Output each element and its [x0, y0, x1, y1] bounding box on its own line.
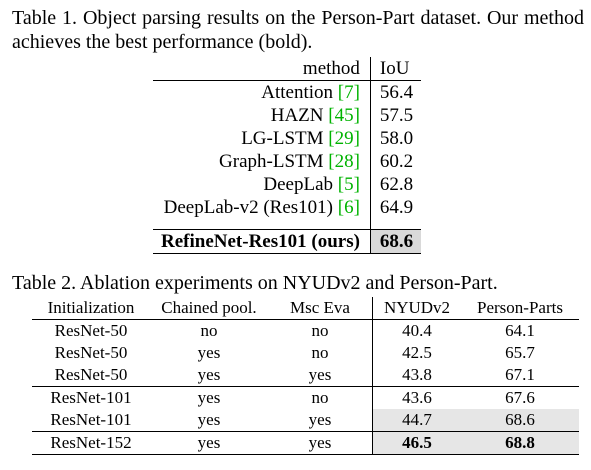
table-row: Attention [7] 56.4: [153, 80, 421, 104]
header-chained-pool: Chained pool.: [150, 297, 268, 320]
table-row: ResNet-101 yes yes 44.7 68.6: [32, 409, 579, 432]
table-row: ResNet-50 yes yes 43.8 67.1: [32, 364, 579, 387]
method-name: DeepLab-v2 (Res101) [6]: [153, 196, 371, 219]
chained-pool-cell: yes: [150, 386, 268, 409]
nyudv2-cell: 44.7: [372, 409, 461, 432]
method-name: HAZN [45]: [153, 104, 371, 127]
person-parts-cell: 67.6: [461, 386, 579, 409]
msc-eva-cell: yes: [268, 431, 373, 455]
table-row: Graph-LSTM [28] 60.2: [153, 150, 421, 173]
person-parts-cell: 68.6: [461, 409, 579, 432]
iou-value: 56.4: [379, 82, 414, 103]
iou-value: 58.0: [379, 128, 414, 149]
init-cell: ResNet-50: [54, 343, 128, 362]
table-row: ResNet-152 yes yes 46.5 68.8: [32, 431, 579, 455]
nyudv2-cell: 43.8: [402, 365, 432, 384]
iou-value: 57.5: [379, 105, 414, 126]
method-label: DeepLab: [263, 174, 334, 195]
header-initialization: Initialization: [32, 297, 150, 320]
chained-pool-cell: yes: [197, 343, 221, 362]
chained-pool-cell: yes: [150, 431, 268, 455]
table-row: ResNet-101 yes no 43.6 67.6: [32, 386, 579, 409]
table-row: LG-LSTM [29] 58.0: [153, 127, 421, 150]
nyudv2-cell: 40.4: [402, 321, 432, 340]
init-cell: ResNet-101: [50, 410, 132, 429]
table1: method IoU Attention [7] 56.4 HAZN [45] …: [153, 57, 422, 254]
citation-link[interactable]: [7]: [337, 82, 360, 103]
nyudv2-cell: 42.5: [402, 343, 432, 362]
citation-link[interactable]: [6]: [337, 197, 360, 218]
msc-eva-cell: yes: [268, 409, 373, 432]
table2: Initialization Chained pool. Msc Eva NYU…: [32, 297, 579, 455]
method-name: Graph-LSTM [28]: [153, 150, 371, 173]
init-cell: ResNet-101: [32, 386, 150, 409]
msc-eva-cell: no: [268, 342, 373, 364]
best-result-row: RefineNet-Res101 (ours) 68.6: [153, 229, 422, 254]
method-name: DeepLab [5]: [153, 173, 371, 196]
header-msc-eva: Msc Eva: [268, 297, 373, 320]
method-label: DeepLab-v2 (Res101): [163, 197, 334, 218]
person-parts-cell: 68.8: [461, 431, 579, 455]
chained-pool-cell: yes: [197, 410, 221, 429]
iou-value: 68.6: [370, 229, 422, 254]
header-person-parts: Person-Parts: [461, 297, 579, 320]
chained-pool-cell: no: [200, 321, 218, 340]
citation-link[interactable]: [5]: [337, 174, 360, 195]
init-cell: ResNet-152: [32, 431, 150, 455]
msc-eva-cell: yes: [268, 364, 373, 387]
table1-header-iou: IoU: [370, 57, 422, 81]
citation-link[interactable]: [29]: [328, 128, 360, 149]
table-row: DeepLab-v2 (Res101) [6] 64.9: [153, 196, 421, 219]
method-name: RefineNet-Res101 (ours): [153, 229, 371, 254]
method-label: LG-LSTM: [241, 128, 324, 149]
msc-eva-cell: no: [268, 319, 373, 342]
method-label: Attention: [261, 82, 334, 103]
init-cell: ResNet-50: [54, 365, 128, 384]
method-name: LG-LSTM [29]: [153, 127, 371, 150]
msc-eva-cell: no: [268, 386, 373, 409]
person-parts-cell: 67.1: [505, 365, 535, 384]
citation-link[interactable]: [45]: [328, 105, 360, 126]
citation-link[interactable]: [28]: [328, 151, 360, 172]
table1-caption: Table 1. Object parsing results on the P…: [12, 7, 584, 53]
table-row: HAZN [45] 57.5: [153, 104, 421, 127]
nyudv2-cell: 43.6: [372, 386, 461, 409]
table-row: ResNet-50 yes no 42.5 65.7: [32, 342, 579, 364]
init-cell: ResNet-50: [54, 321, 128, 340]
iou-value: 62.8: [379, 174, 414, 195]
chained-pool-cell: yes: [197, 365, 221, 384]
header-nyudv2: NYUDv2: [372, 297, 461, 320]
method-label: HAZN: [270, 105, 324, 126]
method-name: Attention [7]: [153, 80, 371, 104]
iou-value: 60.2: [379, 151, 414, 172]
table1-header-method: method: [153, 57, 371, 81]
iou-value: 64.9: [379, 197, 414, 218]
table2-caption: Table 2. Ablation experiments on NYUDv2 …: [12, 272, 498, 294]
nyudv2-cell: 46.5: [372, 431, 461, 455]
method-label: Graph-LSTM: [219, 151, 324, 172]
person-parts-cell: 64.1: [505, 321, 535, 340]
person-parts-cell: 65.7: [505, 343, 535, 362]
table-row: DeepLab [5] 62.8: [153, 173, 421, 196]
table-row: ResNet-50 no no 40.4 64.1: [32, 319, 579, 342]
